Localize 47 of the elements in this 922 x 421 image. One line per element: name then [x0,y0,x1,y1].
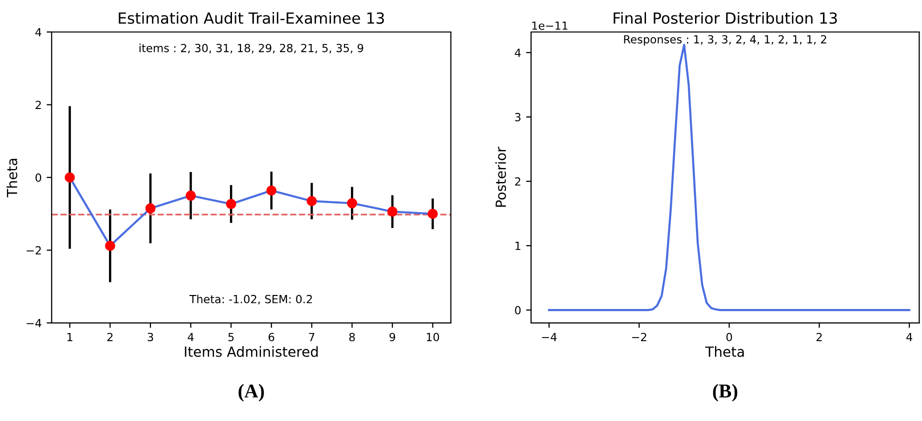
point [266,185,276,196]
chart-title: Final Posterior Distribution 13 [614,12,837,24]
y-tick-label: 2 [36,100,41,109]
x-tick-label: 9 [390,332,396,342]
x-axis-title: Theta [705,346,744,357]
x-tick-label: 2 [816,332,822,342]
x-tick-label: 0 [726,332,732,342]
y-axis-title: Posterior [495,146,506,207]
x-tick-label: 5 [228,332,234,342]
y-tick-label: 0 [36,173,42,182]
y-tick-label: 2 [515,177,520,186]
y-tick-label: −2 [26,246,41,254]
y-tick-label: 4 [35,28,42,36]
y-tick-label: 0 [515,306,521,314]
text: 1e−11 [532,22,568,30]
x-tick-label: 10 [426,332,440,342]
point [346,198,358,208]
annotation: items : 2, 30, 31, 18, 29, 28, 21, 5, 35, 9 [140,44,364,54]
text: (B) [713,384,738,402]
annotation: Theta: -1.02, SEM: 0.2 [189,294,312,304]
x-axis-title: Items Administered [184,346,318,357]
x-tick-label: 4 [188,332,194,342]
point [145,203,156,214]
y-axis-title: Theta [6,158,18,198]
point [428,208,438,219]
x-tick-label: 3 [148,332,154,342]
x-tick-label: 4 [906,332,912,342]
point [105,240,116,251]
annotation: Responses : 1, 3, 3, 2, 4, 1, 2, 1, 1, 2 [624,35,826,46]
x-tick-label: 7 [309,332,314,342]
y-tick-label: 4 [514,48,521,57]
point [226,198,236,210]
point [186,190,196,201]
y-tick-label: 3 [515,112,520,122]
x-tick-label: 8 [349,332,355,342]
text: (A) [238,384,264,402]
point [306,196,317,206]
x-tick-label: 1 [67,332,72,342]
y-tick-label: 1 [516,242,520,250]
point [64,172,75,183]
chart-title: Estimation Audit Trail-Examinee 13 [118,12,384,24]
x-tick-label: 2 [107,332,113,342]
x-tick-label: −4 [542,332,557,342]
y-tick-label: −4 [26,319,42,328]
x-tick-label: −2 [632,332,646,342]
x-tick-label: 6 [268,332,274,342]
point [387,206,398,217]
